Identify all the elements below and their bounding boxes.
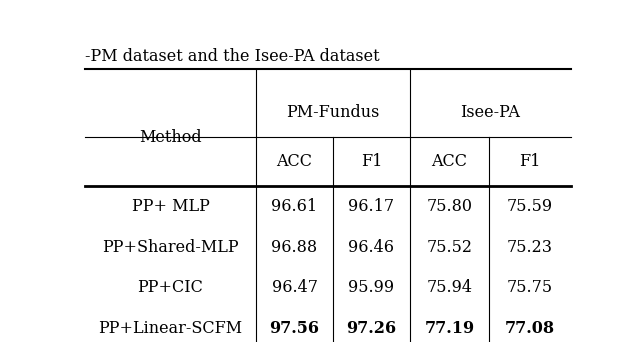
- Text: 97.56: 97.56: [269, 320, 319, 337]
- Text: PP+Shared-MLP: PP+Shared-MLP: [102, 239, 239, 255]
- Text: 75.94: 75.94: [426, 279, 472, 297]
- Text: PP+CIC: PP+CIC: [138, 279, 204, 297]
- Text: 75.52: 75.52: [426, 239, 472, 255]
- Text: 75.59: 75.59: [507, 198, 553, 215]
- Text: ACC: ACC: [431, 153, 467, 170]
- Text: PP+ MLP: PP+ MLP: [132, 198, 209, 215]
- Text: PM-Fundus: PM-Fundus: [286, 104, 380, 121]
- Text: Method: Method: [140, 129, 202, 146]
- Text: Isee-PA: Isee-PA: [461, 104, 520, 121]
- Text: F1: F1: [361, 153, 382, 170]
- Text: 77.19: 77.19: [424, 320, 475, 337]
- Text: 97.26: 97.26: [346, 320, 396, 337]
- Text: 75.80: 75.80: [426, 198, 472, 215]
- Text: 96.47: 96.47: [271, 279, 317, 297]
- Text: 77.08: 77.08: [505, 320, 555, 337]
- Text: 96.17: 96.17: [348, 198, 394, 215]
- Text: ACC: ACC: [276, 153, 312, 170]
- Text: PP+Linear-SCFM: PP+Linear-SCFM: [99, 320, 243, 337]
- Text: 96.61: 96.61: [271, 198, 317, 215]
- Text: 96.88: 96.88: [271, 239, 317, 255]
- Text: F1: F1: [520, 153, 541, 170]
- Text: 75.75: 75.75: [507, 279, 553, 297]
- Text: 95.99: 95.99: [348, 279, 394, 297]
- Text: 75.23: 75.23: [507, 239, 553, 255]
- Text: -PM dataset and the Isee-PA dataset: -PM dataset and the Isee-PA dataset: [85, 48, 380, 65]
- Text: 96.46: 96.46: [348, 239, 394, 255]
